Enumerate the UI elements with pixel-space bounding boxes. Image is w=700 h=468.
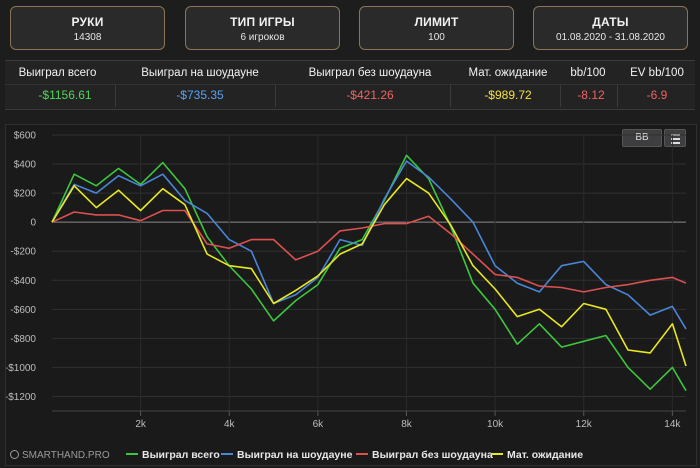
x-tick-label: 6k (313, 419, 325, 430)
x-tick-label: 14k (664, 419, 681, 430)
hamburger-menu-icon (671, 138, 680, 140)
y-tick-label: $600 (14, 131, 37, 142)
x-tick-label: 4k (224, 419, 236, 430)
stats-col-divider (275, 85, 276, 107)
y-tick-label: $200 (14, 189, 37, 200)
stats-header-evbb100: EV bb/100 (630, 67, 684, 79)
card-game-type: ТИП ИГРЫ 6 игроков (185, 6, 340, 50)
stats-value-nonshowdown: -$421.26 (346, 88, 394, 102)
watermark: SMARTHAND.PRO (10, 450, 110, 461)
stats-header-bb100: bb/100 (570, 67, 606, 79)
y-tick-label: -$800 (10, 334, 36, 345)
x-tick-label: 10k (487, 419, 504, 430)
winnings-chart: BB $600 $400 $200 0 -$200 -$400 -$600 -$800 -$10… (5, 124, 697, 466)
summary-cards: РУКИ 14308 ТИП ИГРЫ 6 игроков ЛИМИТ 100 … (0, 0, 700, 56)
legend-label: Выиграл всего (142, 449, 220, 461)
card-hands-title: РУКИ (71, 15, 104, 29)
chart-plot-area: $600 $400 $200 0 -$200 -$400 -$600 -$800 -$1000 -… (6, 131, 687, 461)
stats-value-total: -$1156.61 (38, 88, 92, 102)
watermark-text: SMARTHAND.PRO (22, 450, 110, 461)
card-limit-title: ЛИМИТ (414, 15, 459, 29)
card-dates: ДАТЫ 01.08.2020 - 31.08.2020 (533, 6, 688, 50)
stats-table: Выиграл всего Выиграл на шоудауне Выигра… (5, 60, 695, 110)
watermark-logo-icon (10, 450, 19, 459)
stats-col-divider (115, 85, 116, 107)
card-hands-value: 14308 (73, 32, 102, 43)
y-tick-label: -$400 (10, 276, 36, 287)
stats-header-showdown: Выиграл на шоудауне (141, 67, 259, 79)
card-game-type-value: 6 игроков (240, 32, 285, 43)
card-dates-title: ДАТЫ (592, 15, 629, 29)
chart-toolbar: BB (622, 129, 686, 147)
card-game-type-title: ТИП ИГРЫ (230, 15, 295, 29)
stats-col-divider (617, 85, 618, 107)
card-limit-value: 100 (428, 32, 445, 43)
y-tick-label: -$200 (10, 247, 36, 258)
y-tick-label: $400 (14, 160, 37, 171)
legend-label: Выиграл на шоудауне (237, 449, 353, 461)
y-tick-label: -$1200 (6, 392, 36, 403)
stats-value-showdown: -$735.35 (176, 88, 224, 102)
legend-label: Выиграл без шоудауна (372, 449, 493, 461)
y-tick-label: 0 (30, 218, 36, 229)
stats-header-nonshowdown: Выиграл без шоудауна (308, 67, 432, 79)
card-hands: РУКИ 14308 (10, 6, 165, 50)
stats-col-divider (450, 85, 451, 107)
stats-col-divider (560, 85, 561, 107)
hamburger-menu-icon (671, 142, 680, 144)
stats-header-total: Выиграл всего (18, 67, 97, 79)
series-line-1 (51, 160, 687, 330)
series-line-3 (51, 177, 687, 367)
x-tick-label: 12k (576, 419, 593, 430)
stats-value-bb100: -8.12 (577, 88, 605, 102)
stats-header-ev: Мат. ожидание (468, 67, 548, 79)
legend-label: Мат. ожидание (507, 449, 583, 461)
stats-value-ev: -$989.72 (484, 88, 532, 102)
card-limit: ЛИМИТ 100 (359, 6, 514, 50)
stats-divider (5, 84, 695, 85)
series-line-0 (51, 154, 687, 392)
y-tick-label: -$600 (10, 305, 36, 316)
bb-toggle-button[interactable]: BB (622, 129, 662, 147)
x-tick-label: 2k (135, 419, 147, 430)
card-dates-value: 01.08.2020 - 31.08.2020 (556, 32, 665, 43)
y-tick-label: -$1000 (6, 363, 36, 374)
chart-menu-button[interactable] (664, 129, 686, 147)
x-tick-label: 8k (401, 419, 413, 430)
stats-value-evbb100: -6.9 (646, 88, 668, 102)
